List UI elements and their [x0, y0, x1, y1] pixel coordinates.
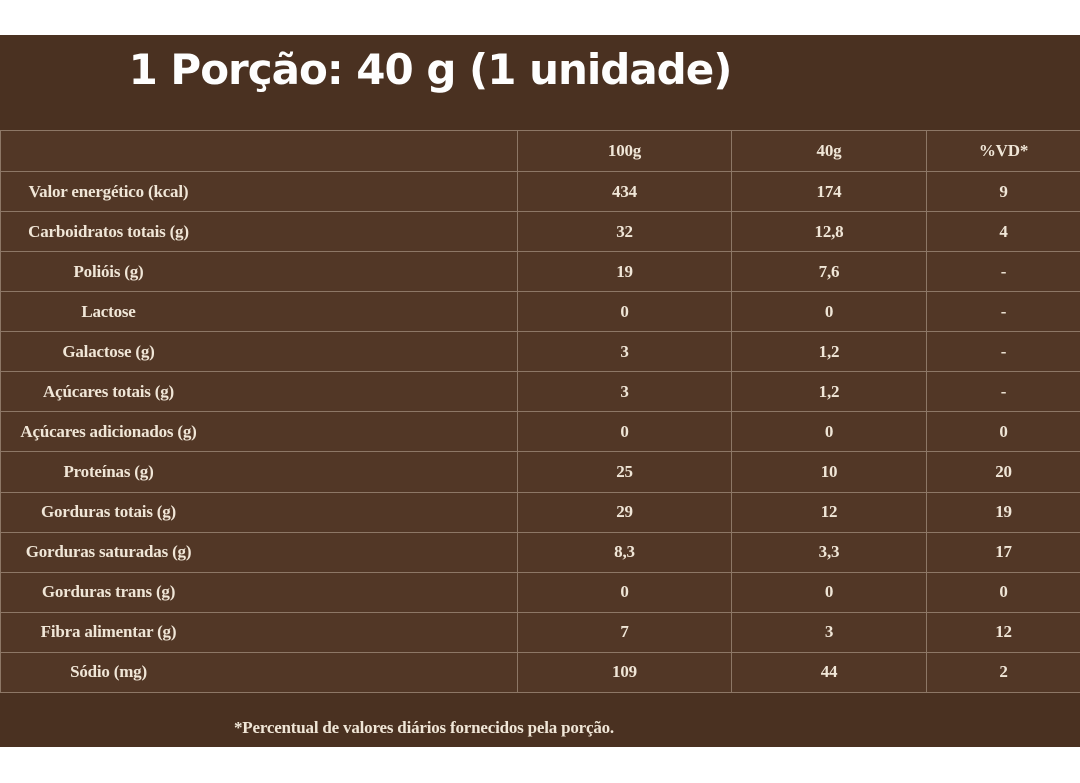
value-100g: 3: [517, 331, 732, 373]
table-row-carboidratos: Carboidratos totais (g) 32 12,8 4: [0, 211, 1080, 253]
row-label: Gorduras saturadas (g): [25, 542, 192, 562]
table-row-gorduras-trans: Gorduras trans (g) 0 0 0: [0, 571, 1080, 613]
value-vd: 2: [926, 651, 1080, 694]
value-40g: 3: [731, 611, 927, 653]
value-100g: 7: [517, 611, 732, 653]
table-row-proteinas: Proteínas (g) 25 10 20: [0, 451, 1080, 493]
value-vd: 0: [926, 411, 1080, 453]
table-row-acucares-totais: Açúcares totais (g) 3 1,2 -: [0, 371, 1080, 413]
value-100g: 0: [517, 291, 732, 333]
table-row-poliois: Polióis (g) 19 7,6 -: [0, 251, 1080, 293]
column-header-100g: 100g: [517, 130, 732, 172]
value-40g: 0: [731, 571, 927, 613]
title-band: 1 Porção: 40 g (1 unidade): [0, 35, 1080, 130]
table-header-row: 100g 40g %VD*: [0, 130, 1080, 172]
value-40g: 1,2: [731, 331, 927, 373]
value-vd: -: [926, 251, 1080, 293]
value-40g: 174: [731, 170, 927, 213]
value-100g: 8,3: [517, 531, 732, 573]
row-label: Lactose: [81, 301, 136, 321]
value-40g: 0: [731, 291, 927, 333]
value-40g: 44: [731, 651, 927, 694]
value-vd: -: [926, 291, 1080, 333]
footnote-wrap: *Percentual de valores diários fornecido…: [0, 718, 848, 747]
footnote: *Percentual de valores diários fornecido…: [233, 718, 614, 737]
bottom-margin: [0, 747, 1080, 783]
row-label: Gorduras totais (g): [40, 502, 177, 522]
table-row-lactose: Lactose 0 0 -: [0, 291, 1080, 333]
value-40g: 1,2: [731, 371, 927, 413]
value-100g: 3: [517, 371, 732, 413]
value-100g: 29: [517, 491, 732, 533]
column-header-40g: 40g: [731, 130, 927, 172]
row-label: Gorduras trans (g): [41, 582, 176, 602]
top-margin: [0, 0, 1080, 35]
table-row-valor-energetico: Valor energético (kcal) 434 174 9: [0, 170, 1080, 213]
row-label: Galactose (g): [62, 341, 155, 361]
value-vd: 17: [926, 531, 1080, 573]
value-100g: 109: [517, 651, 732, 694]
value-vd: 19: [926, 491, 1080, 533]
value-vd: -: [926, 331, 1080, 373]
value-vd: -: [926, 371, 1080, 413]
value-100g: 19: [517, 251, 732, 293]
value-40g: 12: [731, 491, 927, 533]
value-100g: 0: [517, 571, 732, 613]
row-label: Açúcares adicionados (g): [20, 421, 197, 441]
value-vd: 12: [926, 611, 1080, 653]
column-header-vd: %VD*: [926, 130, 1080, 172]
row-label: Sódio (mg): [70, 662, 147, 682]
footer-band: *Percentual de valores diários fornecido…: [0, 693, 1080, 747]
value-100g: 25: [517, 451, 732, 493]
value-40g: 7,6: [731, 251, 927, 293]
value-vd: 0: [926, 571, 1080, 613]
table-row-acucares-adicionados: Açúcares adicionados (g) 0 0 0: [0, 411, 1080, 453]
row-label: Polióis (g): [73, 261, 144, 281]
table-row-gorduras-saturadas: Gorduras saturadas (g) 8,3 3,3 17: [0, 531, 1080, 573]
row-label: Carboidratos totais (g): [28, 221, 189, 241]
table-row-fibra-alimentar: Fibra alimentar (g) 7 3 12: [0, 611, 1080, 653]
value-100g: 32: [517, 211, 732, 253]
table-row-galactose: Galactose (g) 3 1,2 -: [0, 331, 1080, 373]
page-title: 1 Porção: 40 g (1 unidade): [128, 45, 733, 94]
row-label: Proteínas (g): [63, 461, 154, 481]
value-vd: 9: [926, 170, 1080, 213]
value-40g: 0: [731, 411, 927, 453]
row-label: Fibra alimentar (g): [40, 622, 177, 642]
row-label: Açúcares totais (g): [43, 381, 174, 401]
nutrition-table: 100g 40g %VD* Valor energético (kcal) 43…: [0, 130, 1080, 694]
value-40g: 10: [731, 451, 927, 493]
title-wrap: 1 Porção: 40 g (1 unidade): [0, 35, 860, 98]
value-vd: 20: [926, 451, 1080, 493]
value-vd: 4: [926, 211, 1080, 253]
value-40g: 3,3: [731, 531, 927, 573]
row-label: Valor energético (kcal): [28, 181, 189, 201]
value-100g: 0: [517, 411, 732, 453]
table-row-gorduras-totais: Gorduras totais (g) 29 12 19: [0, 491, 1080, 533]
value-40g: 12,8: [731, 211, 927, 253]
table-row-sodio: Sódio (mg) 109 44 2: [0, 651, 1080, 694]
column-header-nutrient: [0, 130, 518, 172]
value-100g: 434: [517, 170, 732, 213]
